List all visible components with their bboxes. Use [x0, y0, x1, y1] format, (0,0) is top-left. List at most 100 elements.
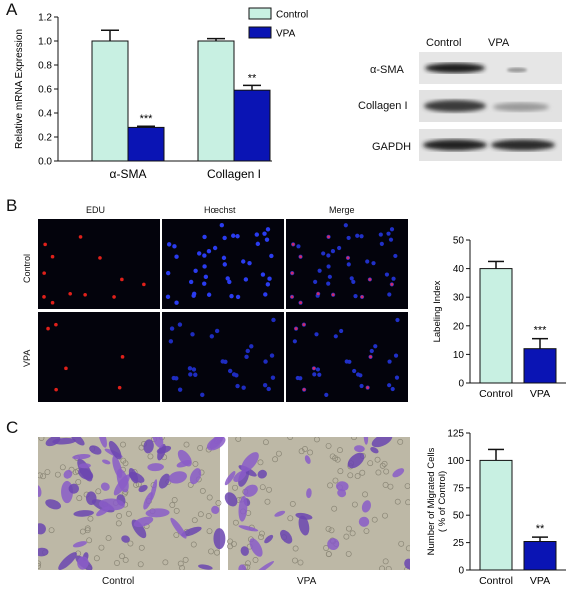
nucleus-dot: [193, 372, 198, 377]
nucleus-dot: [373, 344, 378, 349]
edu-dot: [50, 300, 55, 305]
y-tick-label: 0.6: [38, 85, 52, 96]
migrated-cell: [89, 445, 102, 455]
bar-control: [479, 459, 513, 571]
legend-label-vpa: VPA: [276, 29, 296, 40]
merge-dot: [360, 295, 364, 299]
migrated-cell: [198, 564, 213, 570]
migrated-cell: [78, 463, 91, 469]
nucleus-dot: [356, 372, 361, 377]
merge-dot: [331, 293, 335, 297]
nucleus-dot: [243, 277, 249, 282]
pore: [313, 437, 320, 443]
nucleus-dot: [390, 386, 395, 392]
migrated-cell: [241, 452, 259, 473]
nucleus-dot: [387, 383, 392, 388]
pore: [362, 491, 368, 498]
nucleus-dot: [343, 223, 348, 228]
pore: [192, 461, 199, 467]
migrated-cell: [70, 437, 85, 446]
nucleus-dot: [387, 359, 392, 364]
bar-vpa: [523, 541, 557, 571]
migrated-cell: [238, 525, 259, 532]
micro-bg: [286, 312, 408, 402]
nucleus-dot: [264, 237, 270, 242]
band-collagen-vpa: [493, 102, 549, 112]
pore: [275, 450, 282, 457]
nucleus-dot: [379, 241, 384, 246]
pore: [197, 445, 204, 451]
nucleus-dot: [359, 234, 364, 239]
nucleus-dot: [174, 300, 179, 305]
pore: [105, 535, 112, 542]
migrated-cell: [233, 470, 247, 483]
nucleus-dot: [326, 253, 331, 258]
micro-row-control: Control: [22, 253, 32, 283]
migrated-cell: [189, 468, 202, 485]
transwell-vpa: [224, 437, 410, 570]
edu-dot: [42, 271, 46, 275]
microscopy-grid: [38, 219, 408, 402]
nucleus-dot: [337, 245, 342, 251]
migrated-cell: [113, 474, 130, 496]
pore: [292, 545, 299, 552]
pore: [138, 544, 145, 551]
pore: [54, 471, 61, 478]
nucleus-dot: [245, 348, 250, 354]
blot-col-vpa: VPA: [488, 37, 510, 49]
nucleus-dot: [212, 245, 218, 251]
nucleus-dot: [349, 276, 354, 281]
significance-mark: **: [536, 523, 545, 535]
pore: [382, 481, 389, 488]
pore: [147, 453, 154, 460]
western-blot: Control VPA α-SMA Collagen I GAPDH: [340, 30, 565, 165]
migrated-cell: [52, 437, 76, 445]
nucleus-dot: [384, 272, 390, 277]
migrated-cell: [337, 488, 347, 498]
nucleus-dot: [202, 234, 207, 240]
bar-vpa-0: [127, 126, 165, 162]
transwell-control: [38, 437, 226, 570]
migrated-cell: [274, 510, 286, 517]
pore: [328, 527, 335, 534]
y-axis-label: ( % of Control): [437, 471, 448, 532]
blot-membrane: [419, 52, 562, 161]
pore: [120, 441, 126, 448]
significance-mark: ***: [534, 325, 548, 337]
y-axis-label: Labeling Index: [432, 280, 443, 342]
migrated-cell: [361, 500, 371, 513]
nucleus-dot: [165, 294, 171, 300]
micro-bg: [162, 312, 284, 402]
pore: [182, 556, 189, 563]
merge-dot: [327, 235, 331, 239]
nucleus-dot: [200, 392, 205, 398]
y-tick-label: 10: [453, 350, 465, 361]
nucleus-dot: [393, 353, 399, 358]
pore: [215, 500, 222, 506]
nucleus-dot: [330, 249, 336, 254]
pore: [405, 499, 410, 506]
nucleus-dot: [326, 281, 331, 286]
pore: [232, 484, 238, 491]
transwell-label-vpa: VPA: [297, 576, 317, 587]
y-tick-label: 1.0: [38, 37, 52, 48]
pore: [258, 534, 264, 541]
nucleus-dot: [262, 231, 267, 236]
nucleus-dot: [227, 368, 233, 374]
pore: [359, 469, 366, 476]
pore: [197, 511, 204, 518]
nucleus-dot: [231, 233, 236, 238]
y-tick-label: 0.4: [38, 109, 52, 120]
pore: [397, 438, 404, 445]
pore: [289, 501, 296, 507]
migrated-cell: [108, 440, 122, 460]
nucleus-dot: [223, 359, 228, 364]
pore: [262, 439, 269, 446]
nucleus-dot: [247, 260, 252, 266]
merge-dot: [368, 277, 372, 281]
nucleus-dot: [369, 348, 374, 354]
nucleus-dot: [378, 232, 383, 237]
merge-dot: [294, 327, 298, 331]
pore: [258, 530, 265, 537]
pore: [114, 560, 120, 566]
